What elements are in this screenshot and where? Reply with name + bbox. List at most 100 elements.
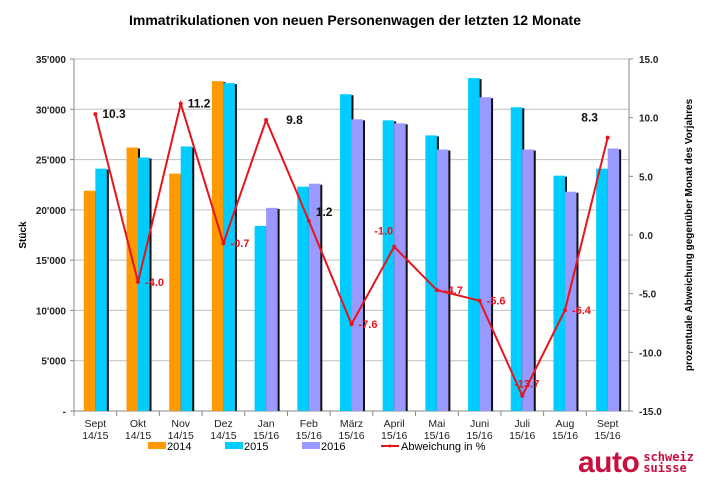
x-tick-label: Juni	[470, 418, 489, 430]
data-label: -6.4	[572, 305, 592, 317]
bar-2016	[394, 123, 406, 411]
legend-swatch-2015	[225, 442, 243, 449]
legend-label: 2014	[167, 441, 191, 453]
line-point	[93, 112, 98, 117]
bar-2014	[211, 81, 224, 411]
bar-2014	[83, 190, 96, 411]
data-label: -7.6	[359, 319, 378, 331]
data-label: 1.2	[316, 205, 333, 219]
line-point	[136, 279, 141, 284]
x-tick-label: Sept	[597, 418, 619, 430]
bar-2015	[596, 168, 608, 411]
y-tick-label: 30'000	[36, 105, 67, 116]
x-tick-label: Aug	[556, 418, 575, 430]
line-point	[605, 135, 610, 140]
x-tick-label: 15/16	[253, 430, 279, 442]
x-tick-label: Sept	[85, 418, 107, 430]
bar-2016	[607, 148, 620, 411]
x-tick-label: 14/15	[210, 430, 236, 442]
y-tick-label: 10'000	[36, 306, 67, 317]
x-tick-label: 15/16	[296, 430, 322, 442]
x-tick-label: 15/16	[595, 430, 621, 442]
x-tick-label: 15/16	[466, 430, 492, 442]
y2-tick-label: 15.0	[639, 55, 659, 66]
line-point	[178, 101, 183, 106]
y2-tick-label: -15.0	[639, 407, 662, 418]
legend-swatch-2016	[302, 442, 320, 449]
line-point	[221, 241, 226, 246]
bar-2015	[223, 83, 235, 411]
data-label: 11.2	[188, 97, 211, 111]
x-tick-label: Feb	[300, 418, 318, 430]
bar-2015	[297, 186, 309, 411]
x-tick-label: Jan	[258, 418, 275, 430]
line-point	[349, 322, 354, 327]
bar-2015	[254, 225, 267, 411]
legend-label: Abweichung in %	[401, 441, 486, 453]
y-tick-label: 35'000	[36, 55, 67, 66]
line-point	[562, 308, 567, 313]
legend-line-marker	[388, 444, 392, 448]
bar-2016	[308, 183, 321, 411]
y2-tick-label: -10.0	[639, 348, 662, 359]
data-label: -1.0	[374, 226, 393, 238]
bar-2015	[95, 168, 107, 411]
bar-2015	[180, 146, 193, 412]
y2-tick-label: 5.0	[639, 172, 653, 183]
x-tick-label: 14/15	[125, 430, 151, 442]
data-label: -4.7	[444, 285, 463, 297]
data-label: -0.7	[230, 238, 249, 250]
legend-label: 2016	[321, 441, 345, 453]
bar-2014	[126, 147, 139, 411]
data-label: 10.3	[102, 107, 126, 121]
bar-2015	[138, 157, 150, 411]
x-tick-label: Dez	[214, 418, 233, 430]
y-tick-label: -	[63, 407, 66, 418]
x-tick-label: 14/15	[168, 430, 194, 442]
data-label: 9.8	[286, 113, 303, 127]
y-tick-label: 5'000	[41, 357, 66, 368]
y-tick-label: 20'000	[36, 206, 67, 217]
x-tick-label: 15/16	[381, 430, 407, 442]
bar-2016	[522, 149, 534, 411]
x-tick-label: 15/16	[509, 430, 535, 442]
legend-swatch-2014	[148, 442, 166, 449]
x-tick-label: Nov	[171, 418, 190, 430]
x-tick-label: Mai	[428, 418, 445, 430]
chart-title: Immatrikulationen von neuen Personenwage…	[129, 12, 581, 28]
legend-label: 2015	[244, 441, 268, 453]
x-tick-label: 15/16	[424, 430, 450, 442]
line-point	[392, 244, 397, 249]
data-label: -4.0	[145, 277, 164, 289]
logo-line1: schweiz	[643, 450, 694, 464]
y2-tick-label: 10.0	[639, 114, 659, 125]
bar-2015	[510, 107, 523, 411]
bar-2015	[340, 94, 352, 411]
bar-2015	[468, 78, 480, 411]
auto-schweiz-logo: auto schweiz suisse	[578, 448, 694, 478]
data-label: -5.6	[487, 296, 506, 308]
logo-main: auto	[578, 446, 640, 479]
line-point	[434, 288, 439, 293]
bar-2015	[425, 135, 437, 412]
y-tick-label: 25'000	[36, 156, 67, 167]
bar-2015	[382, 120, 395, 411]
line-point	[264, 118, 269, 123]
bar-2016	[351, 119, 363, 411]
x-tick-label: April	[384, 418, 405, 430]
line-point	[520, 393, 525, 398]
y-tick-label: 15'000	[36, 256, 67, 267]
x-tick-label: 15/16	[552, 430, 578, 442]
y2-tick-label: 0.0	[639, 231, 653, 242]
line-point	[477, 298, 482, 303]
x-tick-label: Juli	[514, 418, 530, 430]
y2-axis-label: prozentuale Abweichung gegenüber Monat d…	[684, 98, 695, 371]
x-tick-label: März	[340, 418, 363, 430]
x-tick-label: 14/15	[82, 430, 108, 442]
bar-2016	[266, 207, 278, 411]
y-axis-label: Stück	[18, 221, 29, 249]
data-label: -13.7	[514, 379, 539, 391]
logo-line2: suisse	[643, 461, 687, 475]
